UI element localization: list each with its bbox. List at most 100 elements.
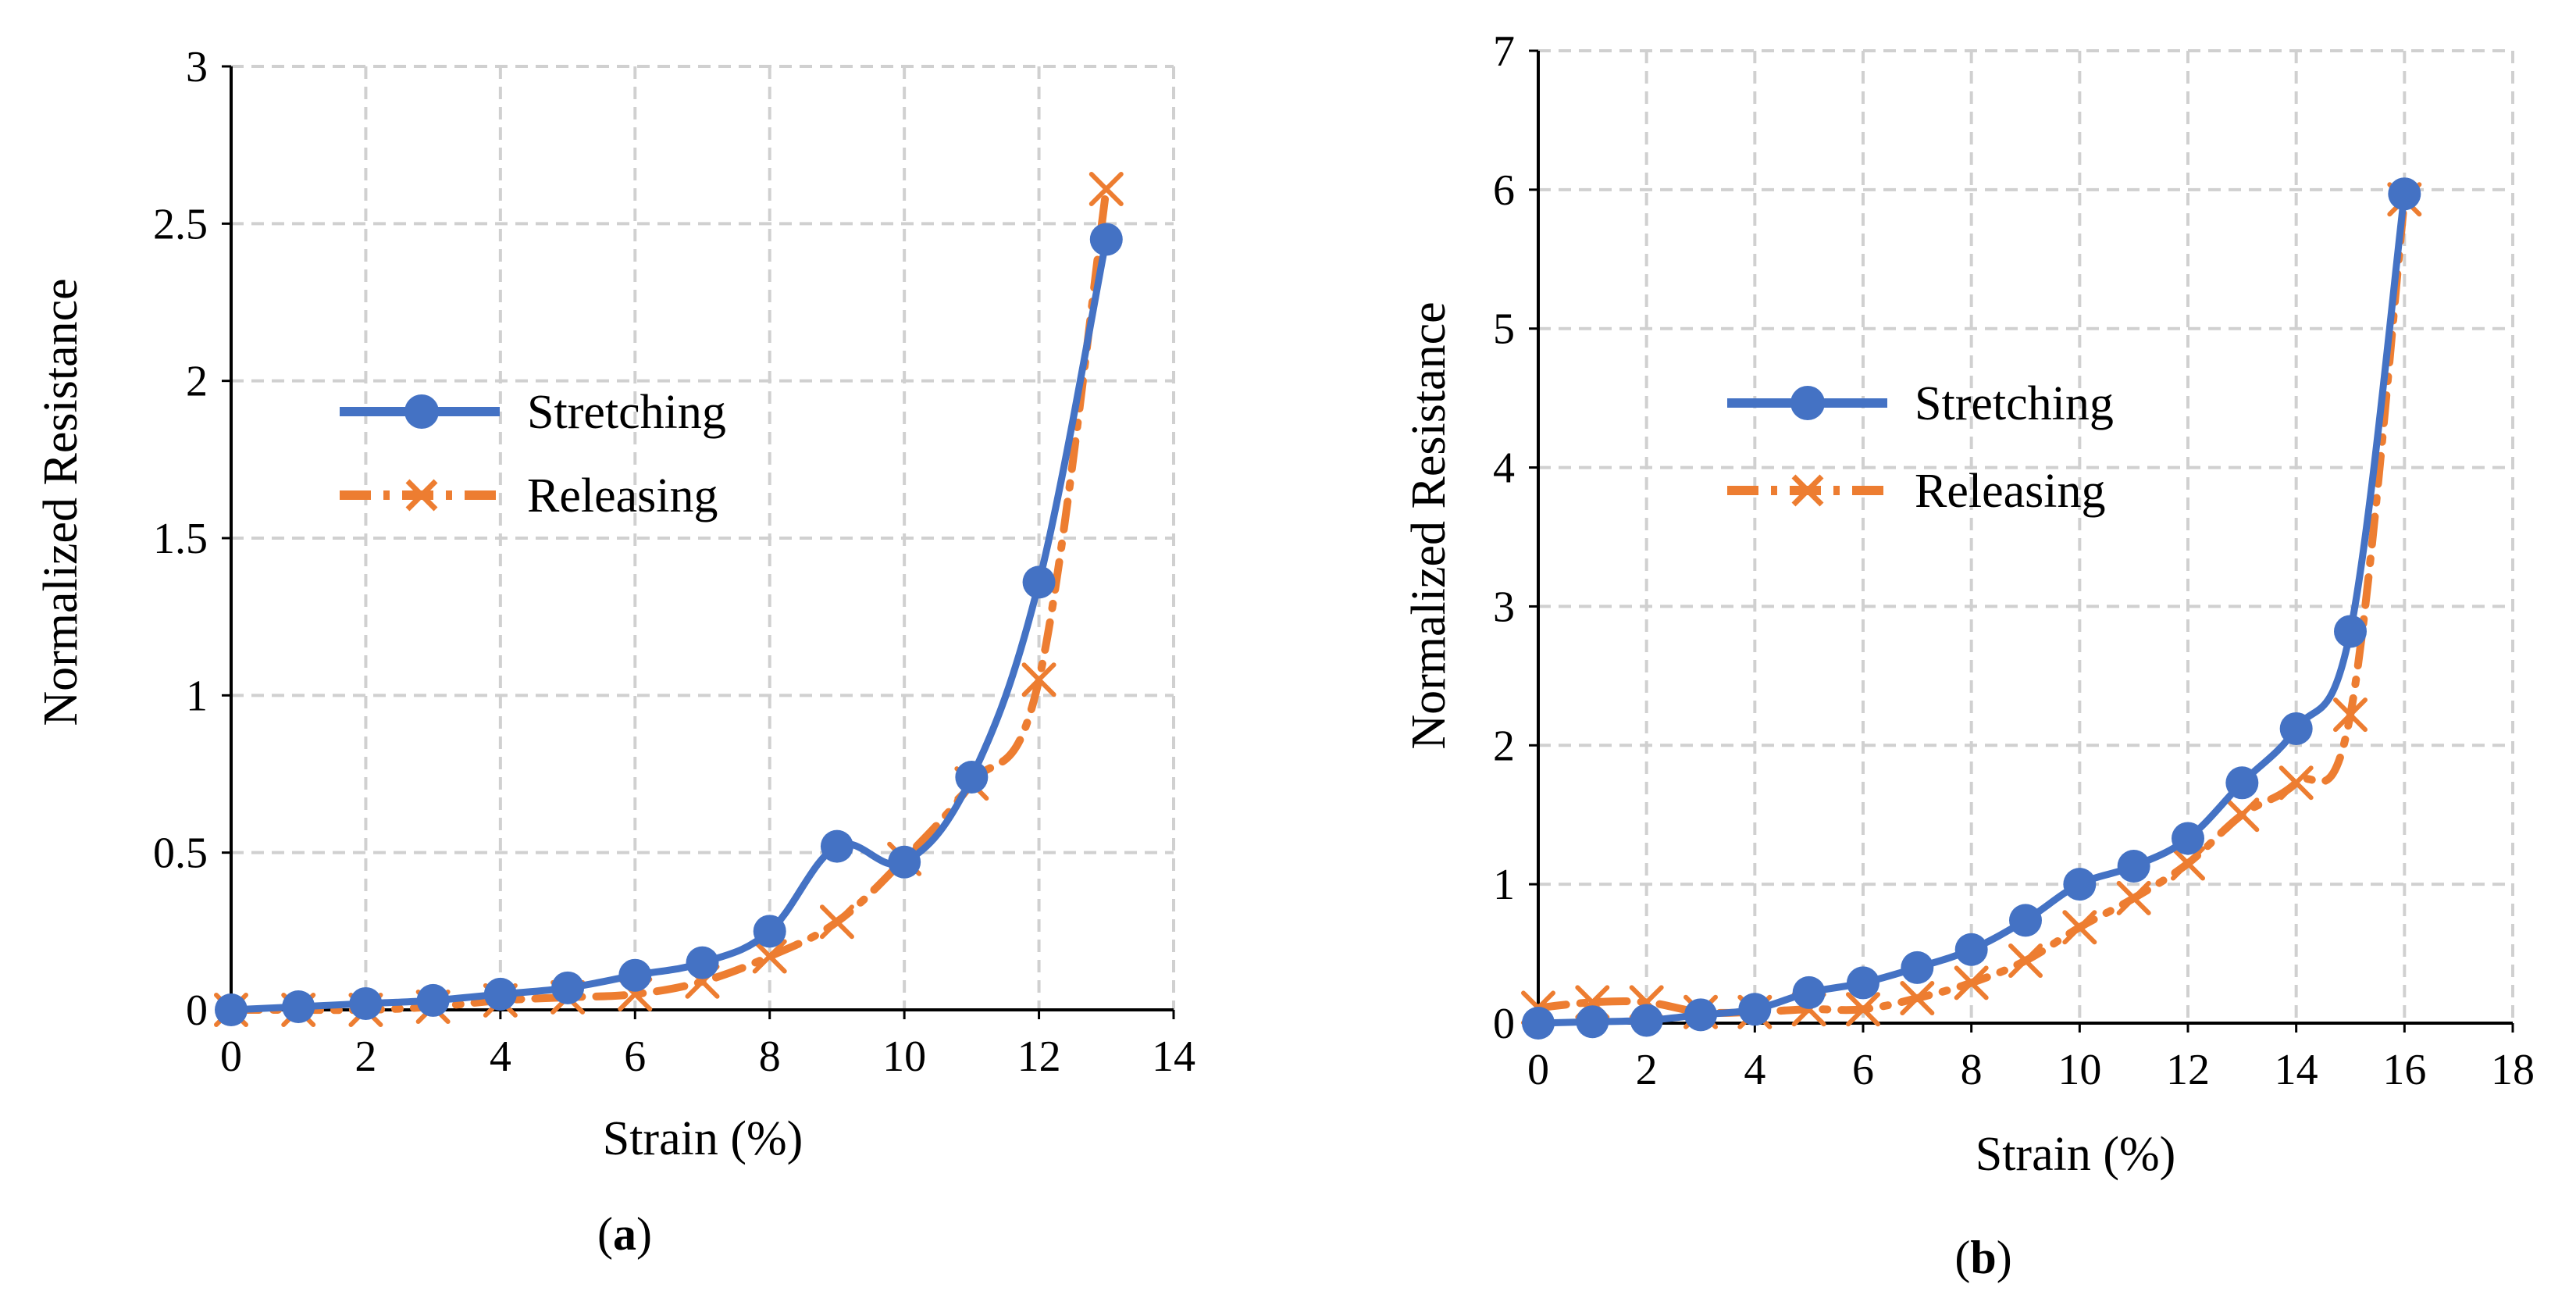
x-axis-title-b: Strain (%): [1976, 1128, 2176, 1181]
x-axis-title-a: Strain (%): [603, 1112, 803, 1165]
legend-stretching-label-b: Stretching: [1915, 377, 2114, 430]
data-point-releasing: [1088, 172, 1124, 207]
x-tick-label: 12: [1017, 1033, 1061, 1081]
data-point-stretching: [1522, 1007, 1555, 1040]
legend-b: Stretching Releasing: [1727, 377, 2114, 518]
y-tick-label: 5: [1493, 305, 1515, 354]
data-point-releasing: [752, 939, 787, 974]
data-point-stretching: [686, 946, 719, 979]
data-point-releasing: [819, 904, 854, 940]
legend-stretching-label-a: Stretching: [527, 386, 726, 439]
y-tick-label: 2.5: [153, 200, 208, 248]
data-point-stretching: [1576, 1005, 1609, 1039]
data-point-stretching: [1684, 998, 1717, 1032]
panel-label-b: (b): [1954, 1232, 2011, 1283]
y-tick-label: 1.5: [153, 515, 208, 563]
x-tick-label: 2: [355, 1033, 376, 1081]
data-point-stretching: [888, 845, 921, 879]
data-point-stretching: [1022, 565, 1056, 599]
y-tick-label: 4: [1493, 444, 1515, 493]
data-point-releasing: [1900, 980, 1935, 1015]
y-tick-label: 1: [186, 672, 208, 720]
data-point-releasing: [2171, 846, 2205, 881]
x-tick-label: 14: [1152, 1033, 1195, 1081]
data-point-stretching: [2279, 712, 2313, 745]
y-tick-label: 1: [1493, 861, 1515, 909]
legend-releasing-marker-b: [1791, 474, 1824, 507]
data-point-stretching: [2009, 904, 2042, 937]
data-point-stretching: [349, 986, 383, 1020]
data-point-stretching: [1792, 976, 1826, 1009]
x-tick-label: 6: [1852, 1046, 1874, 1094]
data-point-stretching: [2063, 868, 2097, 901]
x-tick-label: 2: [1636, 1046, 1658, 1094]
data-point-stretching: [820, 829, 853, 863]
data-point-releasing: [2225, 797, 2260, 833]
data-point-releasing: [2116, 880, 2151, 915]
y-tick-labels-b: 0 1 2 3 4 5 6 7: [1493, 27, 1515, 1048]
legend-stretching-marker-b: [1790, 386, 1825, 420]
x-tick-label: 4: [490, 1033, 511, 1081]
y-axis-title-a: Normalized Resistance: [34, 278, 87, 726]
data-point-stretching: [1954, 933, 1988, 966]
data-point-releasing: [2333, 697, 2368, 733]
series-a: [214, 172, 1124, 1027]
data-point-releasing: [2278, 765, 2314, 801]
series-b: [1521, 177, 2422, 1040]
y-tick-label: 0: [1493, 1000, 1515, 1048]
legend-releasing-label-a: Releasing: [527, 469, 718, 523]
x-tick-labels-b: 0 2 4 6 8 10 12 14 16 18: [1527, 1046, 2535, 1094]
data-point-releasing: [2062, 910, 2097, 945]
x-tick-label: 0: [220, 1033, 242, 1081]
grid-lines-a: [231, 65, 1175, 1010]
y-tick-label: 2: [186, 358, 208, 406]
data-point-releasing: [1846, 992, 1880, 1027]
y-tick-label: 3: [186, 43, 208, 91]
grid-lines-b: [1538, 49, 2514, 1023]
x-tick-label: 18: [2491, 1046, 2535, 1094]
data-point-stretching: [955, 761, 989, 794]
series-line-releasing: [227, 185, 1110, 1015]
x-tick-label: 10: [2058, 1046, 2101, 1094]
y-tick-label: 2: [1493, 722, 1515, 770]
x-tick-label: 8: [759, 1033, 781, 1081]
data-point-stretching: [2172, 822, 2204, 855]
y-tick-labels-a: 0 0.5 1 1.5 2 2.5 3: [153, 43, 208, 1035]
data-point-stretching: [2334, 615, 2367, 648]
data-point-releasing: [2008, 943, 2043, 978]
data-point-stretching: [753, 915, 786, 948]
data-point-stretching: [1089, 223, 1123, 256]
y-axis-title-b: Normalized Resistance: [1402, 301, 1455, 749]
legend-releasing-label-b: Releasing: [1915, 465, 2106, 518]
x-tick-label: 4: [1744, 1046, 1765, 1094]
data-point-stretching: [2225, 766, 2259, 800]
x-tick-label: 0: [1527, 1046, 1549, 1094]
y-tick-label: 3: [1493, 583, 1515, 631]
data-point-stretching: [2117, 850, 2150, 883]
x-tick-label: 14: [2275, 1046, 2318, 1094]
data-point-stretching: [551, 971, 585, 1004]
y-tick-label: 0.5: [153, 829, 208, 878]
data-point-stretching: [1847, 966, 1879, 1000]
data-point-stretching: [1738, 993, 1772, 1026]
legend-stretching-marker-a: [404, 394, 439, 429]
panel-label-a: (a): [597, 1208, 652, 1260]
data-point-stretching: [483, 977, 517, 1011]
y-tick-label: 7: [1493, 27, 1515, 76]
data-point-stretching: [618, 958, 652, 992]
legend-a: Stretching Releasing: [340, 386, 726, 523]
data-point-stretching: [1901, 951, 1934, 984]
x-tick-label: 8: [1961, 1046, 1983, 1094]
data-point-stretching: [1630, 1004, 1663, 1037]
legend-releasing-marker-a: [405, 479, 438, 512]
chart-panel-a: 0 0.5 1 1.5 2 2.5 3 0 2 4 6 8 10 12 14 Strain (%) Nor…: [34, 43, 1195, 1260]
data-point-releasing: [1021, 662, 1056, 697]
data-point-stretching: [416, 983, 450, 1017]
x-tick-label: 6: [624, 1033, 646, 1081]
x-tick-label: 10: [882, 1033, 926, 1081]
data-point-stretching: [282, 990, 315, 1023]
series-line-stretching: [227, 236, 1110, 1014]
y-tick-label: 6: [1493, 166, 1515, 215]
